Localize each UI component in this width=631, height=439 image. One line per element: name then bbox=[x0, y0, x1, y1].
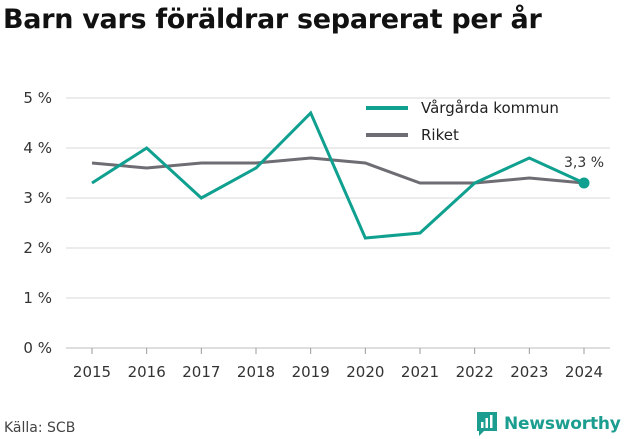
y-tick-label: 4 % bbox=[23, 139, 52, 157]
legend-label: Vårgårda kommun bbox=[421, 99, 559, 117]
x-tick-label: 2016 bbox=[128, 363, 166, 381]
x-tick-label: 2018 bbox=[237, 363, 275, 381]
newsworthy-logo-icon bbox=[477, 412, 497, 436]
brand-name: Newsworthy bbox=[504, 414, 621, 434]
y-tick-label: 2 % bbox=[23, 239, 52, 257]
source-note: Källa: SCB bbox=[4, 420, 76, 436]
grid-lines bbox=[66, 97, 610, 349]
end-annotation: 3,3 % bbox=[564, 155, 604, 171]
legend: Vårgårda kommun Riket bbox=[366, 99, 559, 144]
y-axis-labels: 0 % 1 % 2 % 3 % 4 % 5 % bbox=[23, 89, 52, 357]
y-tick-label: 0 % bbox=[23, 339, 52, 357]
x-tick-label: 2015 bbox=[73, 363, 111, 381]
x-axis: 2015 2016 2017 2018 2019 2020 2021 2022 2023 2024 bbox=[73, 348, 603, 381]
x-tick-label: 2023 bbox=[510, 363, 548, 381]
series-lines bbox=[91, 110, 590, 240]
series-line-vårgårda-kommun bbox=[91, 110, 585, 240]
x-tick-label: 2017 bbox=[182, 363, 220, 381]
x-tick-label: 2024 bbox=[565, 363, 603, 381]
x-tick-label: 2021 bbox=[401, 363, 439, 381]
chart-title: Barn vars föräldrar separerat per år bbox=[3, 4, 542, 35]
end-point-marker bbox=[578, 177, 590, 189]
brand-logo[interactable]: Newsworthy bbox=[476, 409, 621, 439]
x-tick-label: 2019 bbox=[292, 363, 330, 381]
x-tick-label: 2020 bbox=[346, 363, 384, 381]
x-tick-label: 2022 bbox=[456, 363, 494, 381]
y-tick-label: 1 % bbox=[23, 289, 52, 307]
series-line-riket bbox=[91, 156, 585, 185]
y-tick-label: 5 % bbox=[23, 89, 52, 107]
end-value-label: 3,3 % bbox=[564, 155, 604, 171]
legend-label: Riket bbox=[421, 126, 459, 144]
y-tick-label: 3 % bbox=[23, 189, 52, 207]
line-chart: 0 %1 %2 %3 %4 %5 % 2015 2016 2017 2018 2019 2… bbox=[23, 89, 610, 381]
